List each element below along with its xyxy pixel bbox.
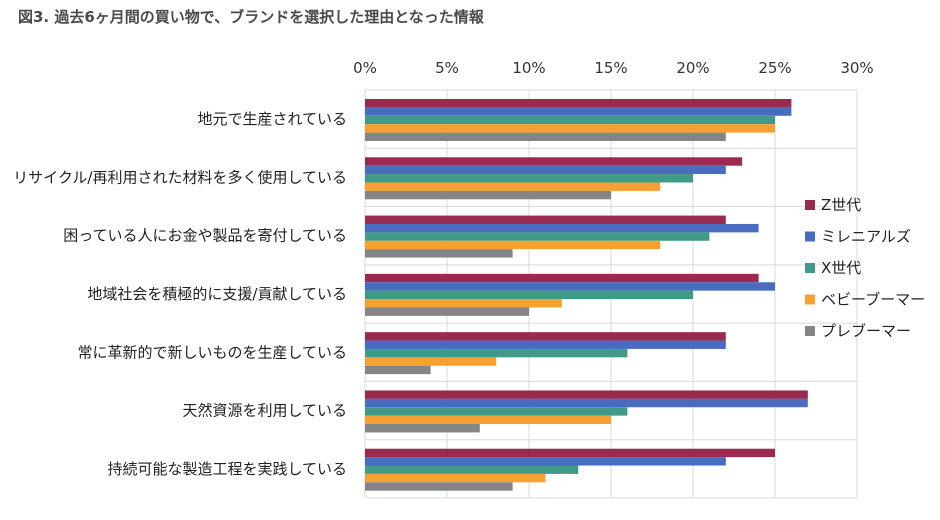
legend-swatch	[805, 200, 815, 210]
bar	[365, 282, 775, 291]
bar	[365, 182, 661, 191]
legend-swatch	[805, 294, 815, 305]
x-tick-label: 10%	[512, 59, 545, 77]
chart-title: 図3. 過去6ヶ月間の買い物で、ブランドを選択した理由となった情報	[18, 8, 484, 26]
bar	[365, 232, 710, 241]
bar	[365, 390, 808, 399]
category-label: 困っている人にお金や製品を寄付している	[63, 227, 347, 245]
category-labels: 地元で生産されているリサイクル/再利用された材料を多く使用している困っている人に…	[13, 110, 347, 478]
category-label: リサイクル/再利用された材料を多く使用している	[13, 168, 347, 186]
bar	[365, 115, 775, 125]
bar	[365, 457, 726, 466]
bar	[365, 240, 661, 250]
x-tick-label: 20%	[676, 59, 709, 77]
legend-label: ベビーブーマー	[821, 291, 925, 309]
x-tick-label: 30%	[840, 59, 873, 77]
x-tick-label: 25%	[758, 59, 791, 77]
x-tick-label: 0%	[353, 59, 377, 77]
legend-label: ミレニアルズ	[821, 228, 911, 246]
bar	[365, 415, 611, 425]
bar	[365, 465, 579, 474]
bar	[365, 424, 480, 433]
x-tick-label: 15%	[594, 59, 627, 77]
legend-swatch	[805, 326, 815, 336]
category-label: 持続可能な製造工程を実践している	[107, 460, 347, 478]
bar	[365, 332, 726, 341]
legend-label: Z世代	[821, 196, 861, 214]
category-label: 地元で生産されている	[197, 110, 347, 128]
bar	[365, 299, 562, 308]
bar	[365, 124, 775, 133]
bar	[365, 365, 431, 375]
bar	[365, 448, 775, 458]
bar	[365, 273, 759, 283]
x-axis-ticks: 0% 5% 10% 15% 20% 25% 30%	[353, 59, 874, 77]
bar	[365, 398, 808, 408]
bar	[365, 223, 759, 233]
bar	[365, 174, 693, 183]
bar	[365, 290, 693, 300]
legend-swatch	[805, 263, 815, 273]
x-tick-label: 5%	[435, 59, 459, 77]
bar	[365, 249, 513, 258]
bar	[365, 190, 611, 200]
bar	[365, 307, 529, 316]
bar	[365, 473, 546, 483]
bar	[365, 99, 792, 108]
category-label: 地域社会を積極的に支援/貢献している	[87, 285, 347, 303]
bars	[365, 99, 808, 491]
bar	[365, 348, 628, 358]
bar	[365, 407, 628, 416]
legend-label: プレブーマー	[821, 322, 911, 340]
bar	[365, 215, 726, 224]
category-label: 天然資源を利用している	[182, 402, 347, 420]
bar	[365, 107, 792, 116]
bar	[365, 157, 743, 166]
bar	[365, 165, 726, 175]
bar	[365, 340, 726, 349]
category-label: 常に革新的で新しいものを生産している	[77, 343, 347, 361]
bar	[365, 357, 497, 366]
legend-label: X世代	[821, 259, 861, 277]
bar	[365, 482, 513, 491]
bar	[365, 132, 726, 141]
legend-swatch	[805, 231, 815, 242]
